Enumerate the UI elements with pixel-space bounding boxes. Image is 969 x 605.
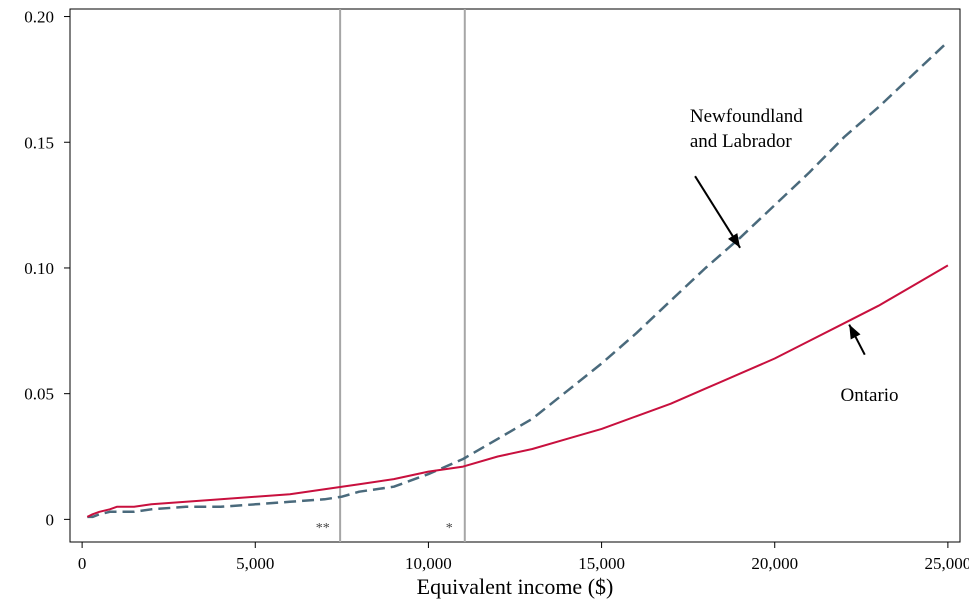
series-label-line: Ontario [841, 385, 899, 406]
reference-line-marker: ** [316, 521, 330, 536]
annotation-arrowhead-newfoundland-and-labrador [728, 233, 741, 248]
reference-line-marker: * [446, 521, 453, 536]
x-tick-label: 5,000 [236, 554, 274, 573]
x-tick-label: 10,000 [405, 554, 452, 573]
series-label-newfoundland-and-labrador: Newfoundland and Labrador [690, 106, 803, 152]
annotation-arrow-newfoundland-and-labrador [694, 175, 741, 249]
series-label-line: and Labrador [690, 131, 792, 152]
x-axis: 0 5,000 10,000 15,000 20,000 25,000 [78, 542, 969, 573]
x-axis-label: Equivalent income ($) [417, 574, 614, 599]
annotation-layer: Newfoundland and Labrador Ontario [690, 106, 899, 406]
x-tick-label: 20,000 [751, 554, 798, 573]
x-tick-label: 0 [78, 554, 87, 573]
y-tick-label: 0.10 [24, 259, 54, 278]
plot-frame [69, 8, 961, 543]
y-tick-label: 0 [46, 510, 55, 529]
series-label-ontario: Ontario [841, 385, 899, 406]
annotation-arrowhead-ontario [849, 324, 861, 340]
series-label-line: Newfoundland [690, 106, 803, 127]
reference-lines: ** * [316, 9, 466, 542]
y-tick-label: 0.15 [24, 133, 54, 152]
series-layer [86, 40, 949, 519]
series-line-ontario [86, 264, 949, 518]
series-line-newfoundland-and-labrador [87, 40, 949, 519]
x-tick-label: 25,000 [925, 554, 969, 573]
y-tick-label: 0.05 [24, 385, 54, 404]
y-tick-label: 0.20 [24, 8, 54, 27]
x-tick-label: 15,000 [578, 554, 625, 573]
y-axis: 0 0.05 0.10 0.15 0.20 [24, 8, 70, 529]
